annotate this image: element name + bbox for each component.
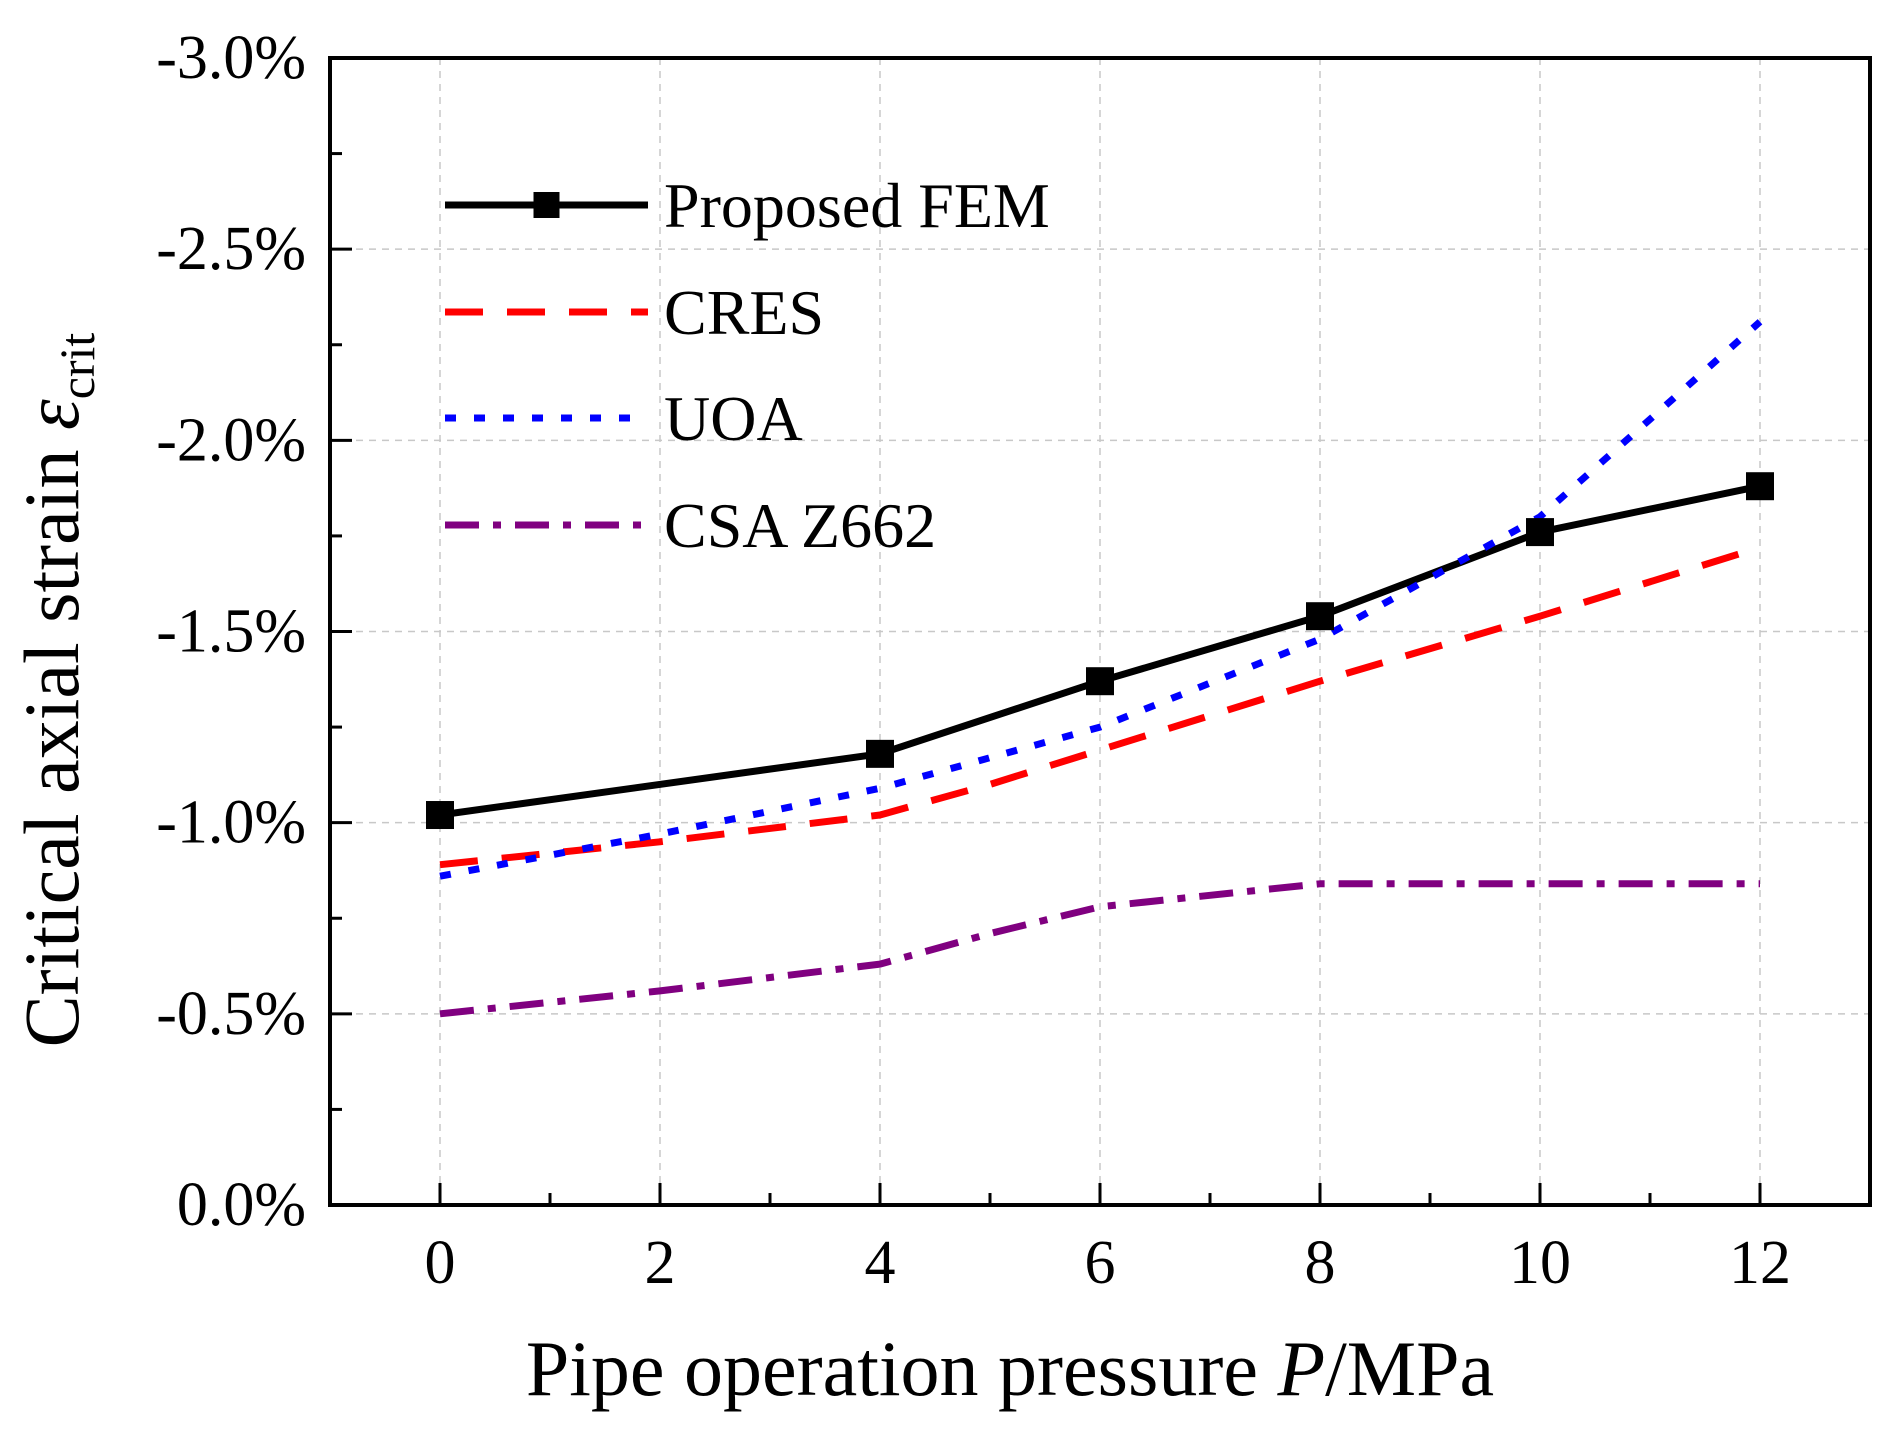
y-tick-label: -1.5% bbox=[156, 598, 306, 666]
y-tick-label: 0.0% bbox=[177, 1171, 306, 1239]
y-tick-label: -0.5% bbox=[156, 980, 306, 1048]
x-tick-label: 4 bbox=[865, 1229, 896, 1297]
legend-marker bbox=[533, 192, 560, 218]
y-axis-title: Critical axial strain εcrit bbox=[8, 333, 105, 1048]
series-line-1 bbox=[439, 544, 1762, 869]
data-point-marker bbox=[1086, 667, 1114, 696]
data-point-marker bbox=[1746, 472, 1774, 501]
y-tick-label: -1.0% bbox=[156, 789, 306, 857]
x-tick-label: 12 bbox=[1729, 1229, 1791, 1297]
x-tick-label: 6 bbox=[1085, 1229, 1116, 1297]
x-tick-label: 8 bbox=[1305, 1229, 1336, 1297]
x-axis-title: Pipe operation pressure P/MPa bbox=[526, 1325, 1494, 1412]
series-line-2 bbox=[439, 319, 1763, 880]
legend-label-3: CSA Z662 bbox=[664, 490, 936, 561]
y-tick-label: -3.0% bbox=[156, 24, 306, 92]
data-point-marker bbox=[866, 739, 894, 768]
data-point-marker bbox=[1306, 602, 1334, 631]
x-tick-label: 0 bbox=[425, 1229, 456, 1297]
data-point-marker bbox=[1526, 518, 1554, 547]
x-tick-label: 10 bbox=[1509, 1229, 1571, 1297]
axes: 0 2 4 6 8 10 12 0.0% -0.5% -1.0% -1.5% -2.0% -2.5% -3… bbox=[156, 24, 1872, 1297]
data-point-marker bbox=[426, 801, 454, 830]
legend-label-0: Proposed FEM bbox=[664, 170, 1050, 241]
grid bbox=[330, 57, 1870, 1206]
legend: Proposed FEM CRES UOA CSA Z662 bbox=[445, 170, 1050, 561]
series-line-0 bbox=[439, 482, 1761, 819]
y-tick-label: -2.0% bbox=[156, 406, 306, 474]
legend-label-1: CRES bbox=[664, 277, 824, 348]
series-line-3 bbox=[439, 880, 1760, 1018]
legend-label-2: UOA bbox=[664, 383, 803, 454]
x-tick-label: 2 bbox=[645, 1229, 676, 1297]
series-lines bbox=[426, 319, 1774, 1018]
y-tick-label: -2.5% bbox=[156, 215, 306, 283]
